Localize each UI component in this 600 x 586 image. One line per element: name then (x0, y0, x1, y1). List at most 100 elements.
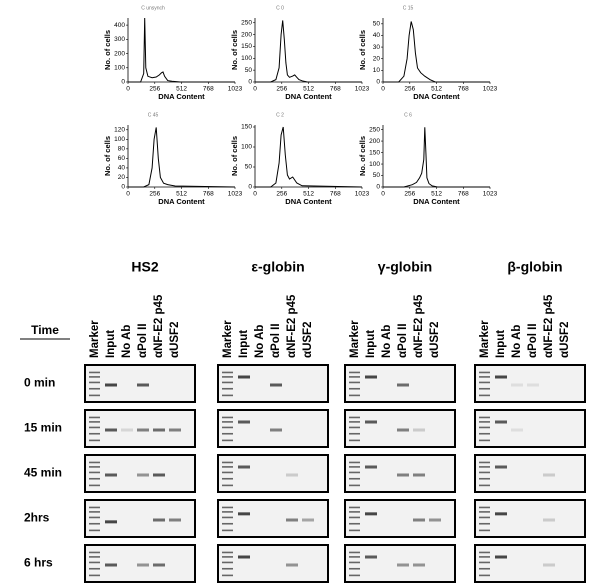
y-tick-label: 0 (121, 184, 125, 191)
marker-band (222, 516, 233, 519)
x-tick-label: 768 (203, 191, 214, 198)
marker-band (222, 387, 233, 390)
y-tick-label: 250 (369, 126, 380, 133)
band (302, 518, 314, 522)
marker-band (89, 371, 100, 374)
y-tick-label: 40 (373, 32, 381, 39)
marker-band (479, 511, 490, 513)
marker-band (349, 529, 360, 532)
band (270, 383, 282, 387)
gel-panel (84, 544, 196, 583)
marker-band (222, 439, 233, 442)
x-tick-label: 1023 (483, 86, 498, 93)
band (238, 375, 250, 379)
band (153, 518, 165, 522)
x-axis-label: DNA Content (413, 197, 460, 206)
marker-band (349, 556, 360, 558)
lane-label: Marker (349, 320, 361, 358)
marker-band (89, 416, 100, 419)
marker-band (349, 387, 360, 390)
band (105, 383, 117, 387)
marker-band (222, 381, 233, 384)
y-tick-label: 100 (241, 144, 252, 151)
marker-band (349, 574, 360, 577)
marker-band (479, 439, 490, 442)
chart-title: C unsynch (141, 5, 165, 11)
marker-band (479, 529, 490, 532)
marker-band (222, 471, 233, 474)
marker-band (479, 574, 490, 577)
lane-label: Input (365, 330, 377, 358)
band (365, 555, 377, 559)
y-tick-label: 400 (114, 22, 125, 29)
lane-label: αNF-E2 p45 (543, 294, 555, 358)
marker-band (222, 551, 233, 554)
lane-label: αPol II (527, 323, 539, 358)
y-tick-label: 0 (376, 79, 380, 86)
y-tick-label: 50 (245, 164, 253, 171)
marker-band (222, 376, 233, 378)
band (495, 512, 507, 516)
marker-band (222, 394, 233, 397)
x-tick-label: 0 (381, 191, 385, 198)
marker-band (222, 484, 233, 487)
marker-band (89, 506, 100, 509)
marker-band (349, 567, 360, 570)
marker-band (479, 421, 490, 423)
band (169, 518, 181, 522)
band (511, 383, 523, 387)
x-tick-label: 256 (276, 191, 287, 198)
marker-band (349, 551, 360, 554)
y-tick-label: 100 (114, 136, 125, 143)
marker-band (479, 432, 490, 435)
x-tick-label: 256 (404, 86, 415, 93)
marker-band (479, 567, 490, 570)
band (429, 518, 441, 522)
marker-band (89, 561, 100, 564)
gel-panel (474, 454, 586, 493)
marker-band (349, 432, 360, 435)
x-tick-label: 1023 (355, 191, 370, 198)
x-tick-label: 0 (126, 86, 130, 93)
y-axis-label: No. of cells (103, 136, 112, 176)
y-tick-label: 30 (373, 44, 381, 51)
marker-band (349, 506, 360, 509)
marker-band (89, 567, 100, 570)
marker-band (222, 506, 233, 509)
band (365, 512, 377, 516)
marker-band (349, 471, 360, 474)
y-tick-label: 200 (369, 138, 380, 145)
x-axis-label: DNA Content (413, 92, 460, 101)
band (169, 428, 181, 432)
marker-band (89, 394, 100, 397)
time-label: 6 hrs (24, 556, 53, 570)
marker-band (349, 421, 360, 423)
lane-label: αUSF2 (559, 322, 571, 358)
band (137, 428, 149, 432)
lane-label: Input (238, 330, 250, 358)
chart-title: C 45 (148, 112, 159, 118)
lane-label: No Ab (511, 325, 523, 358)
marker-band (479, 522, 490, 525)
band (365, 465, 377, 469)
lane-label: Input (495, 330, 507, 358)
band (137, 473, 149, 477)
band (153, 428, 165, 432)
marker-band (349, 484, 360, 487)
x-tick-label: 1023 (228, 86, 243, 93)
band (413, 563, 425, 567)
marker-band (89, 381, 100, 384)
marker-band (89, 461, 100, 464)
lane-label: αNF-E2 p45 (153, 294, 165, 358)
marker-band (89, 426, 100, 429)
band (238, 465, 250, 469)
x-axis-label: DNA Content (285, 92, 332, 101)
marker-band (349, 439, 360, 442)
band (238, 555, 250, 559)
band (153, 473, 165, 477)
band (543, 563, 555, 567)
marker-band (479, 556, 490, 558)
marker-band (479, 371, 490, 374)
gene-header: γ-globin (378, 259, 432, 275)
marker-band (349, 371, 360, 374)
